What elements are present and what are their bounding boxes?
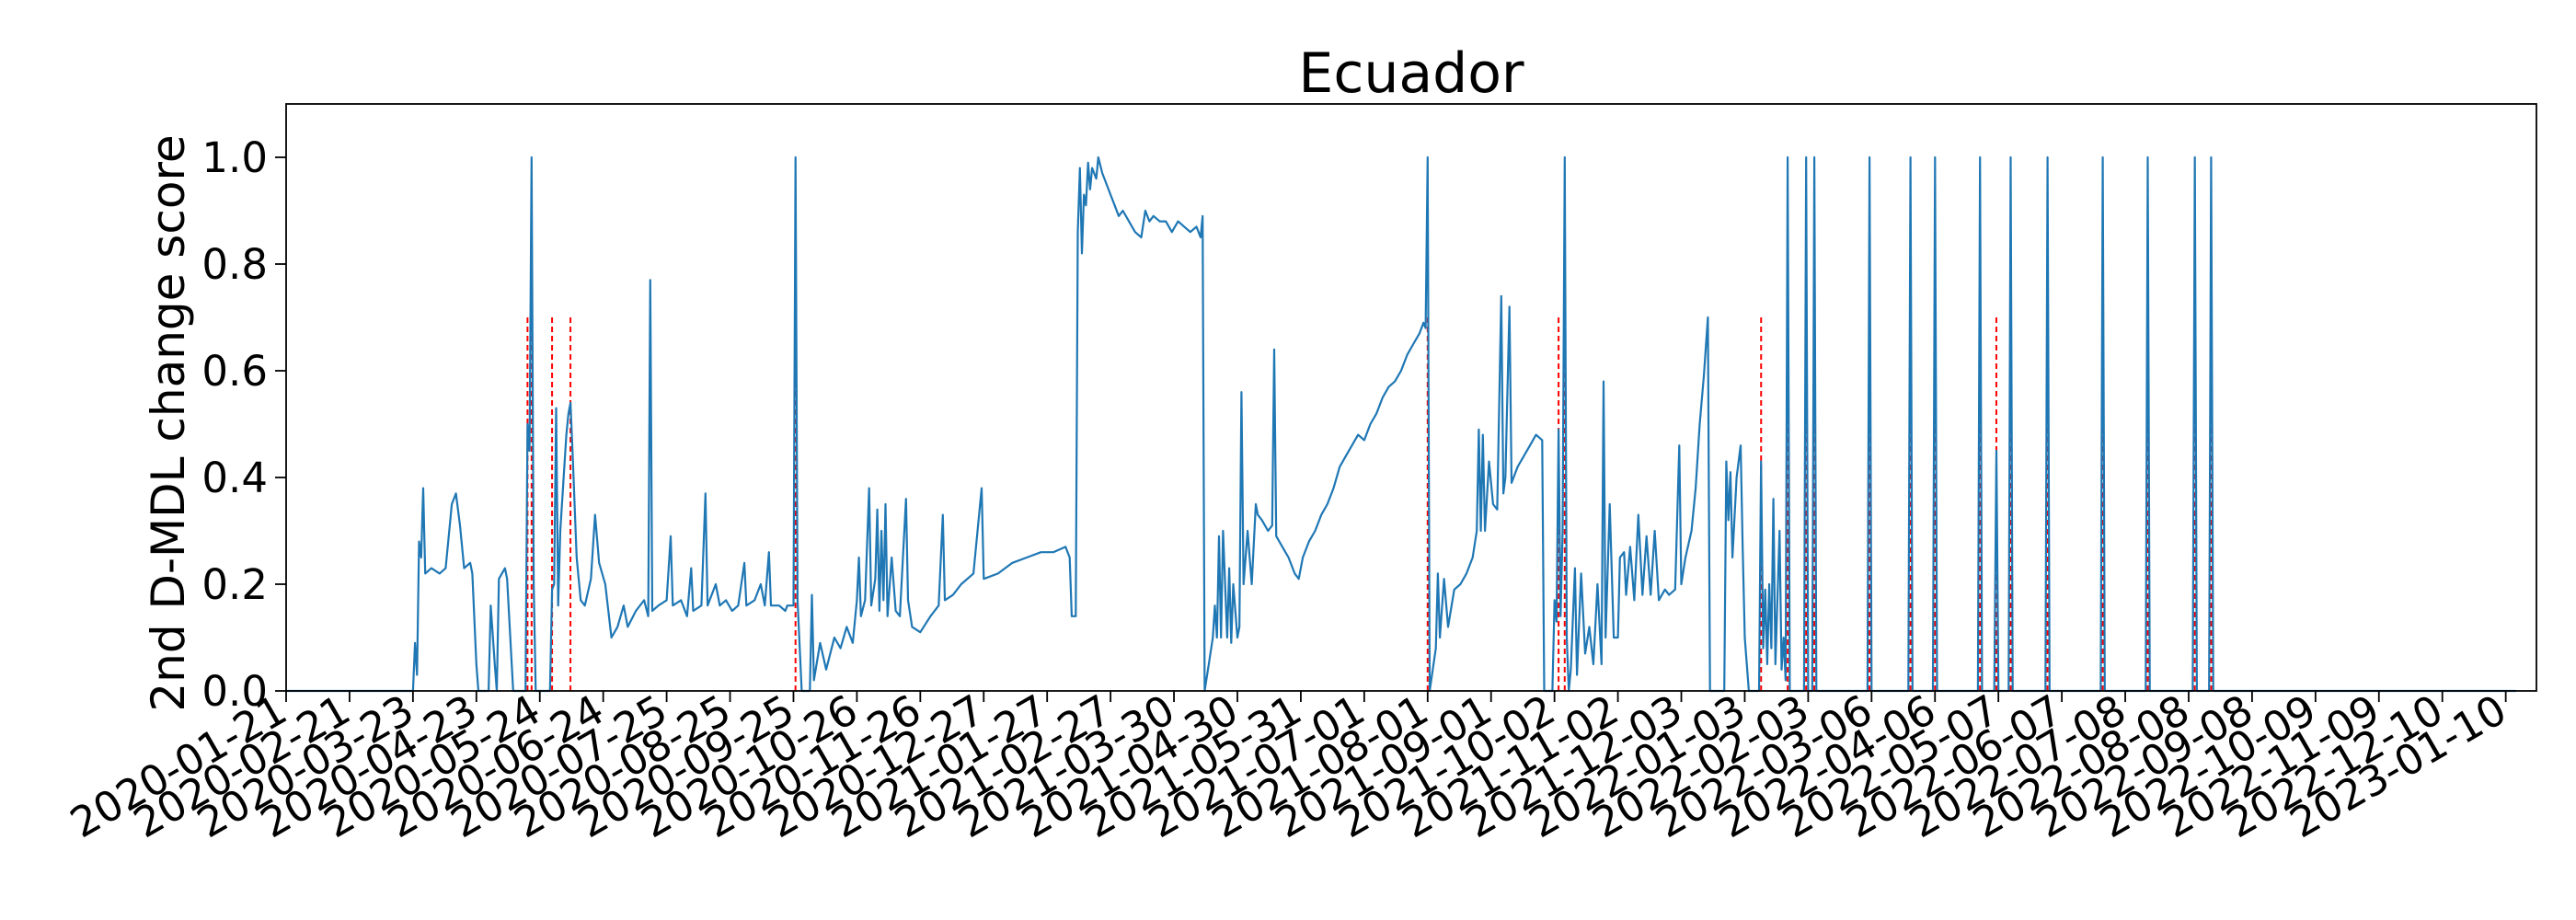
y-tick-label-1: 0.2 (201, 560, 268, 609)
plot-frame (285, 103, 2537, 692)
y-tick-label-3: 0.6 (201, 347, 268, 396)
y-tick-label-2: 0.4 (201, 454, 268, 502)
plot-area (285, 103, 2537, 693)
y-tick-label-5: 1.0 (201, 133, 268, 182)
chart-title: Ecuador (1298, 41, 1524, 106)
y-tick-label-4: 0.8 (201, 240, 268, 289)
y-axis: 0.0 0.2 0.4 0.6 0.8 1.0 (201, 133, 286, 716)
change-point-lines (526, 317, 2213, 691)
x-axis: 2020-01-212020-02-212020-03-232020-04-23… (63, 685, 2515, 848)
y-axis-label: 2nd D-MDL change score (142, 134, 195, 711)
y-tick-label-0: 0.0 (201, 667, 268, 716)
series-line (286, 155, 2516, 693)
